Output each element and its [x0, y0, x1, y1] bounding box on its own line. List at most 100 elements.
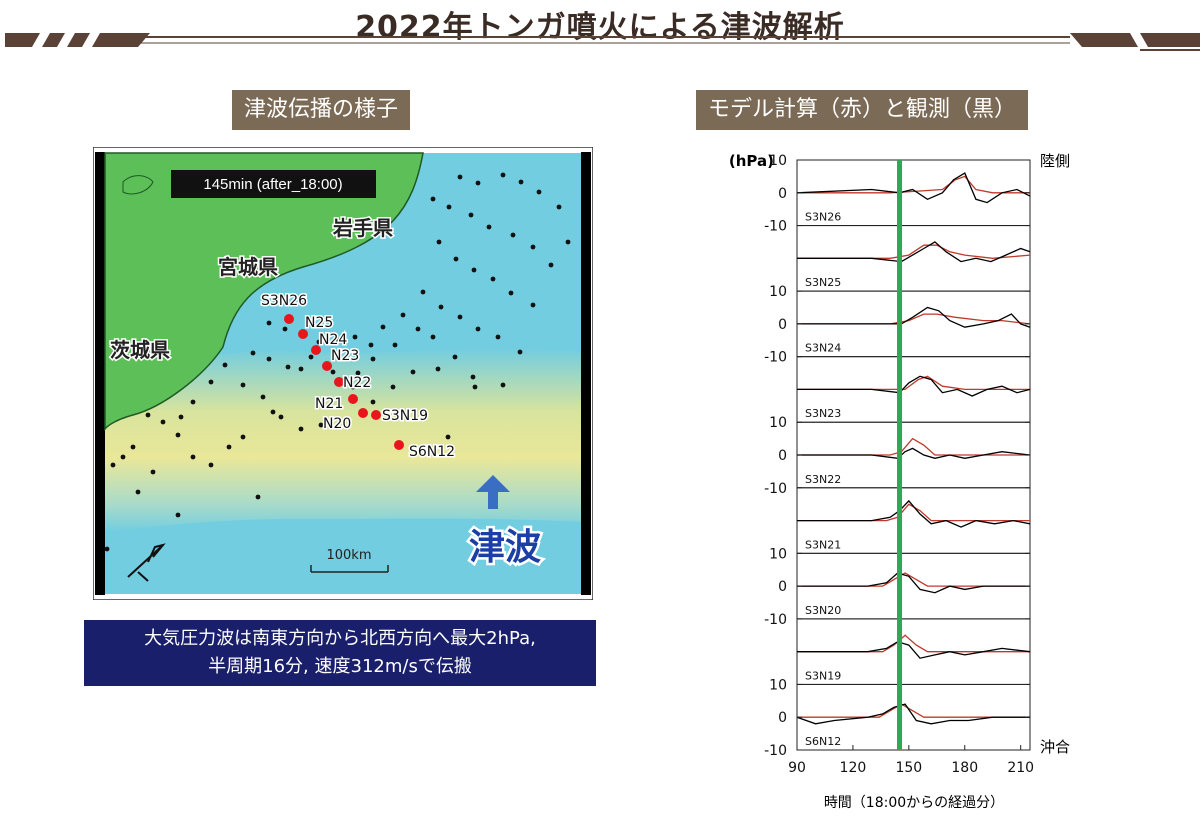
- observation-point: [548, 262, 554, 268]
- comparison-section-label: モデル計算（赤）と観測（黒）: [696, 90, 1029, 130]
- station-panel: S3N22 10 0 -10: [764, 415, 1031, 497]
- station-panel: S3N19: [796, 618, 1031, 685]
- north-arrow-icon: [127, 543, 166, 582]
- observation-point: [446, 204, 452, 210]
- observation-point: [250, 350, 256, 356]
- propagation-section-label: 津波伝播の様子: [232, 90, 411, 130]
- observation-point: [110, 462, 116, 468]
- observation-point: [190, 399, 196, 405]
- observation-point: [255, 494, 261, 500]
- observation-point: [468, 212, 474, 218]
- observation-points: [104, 172, 571, 552]
- y-tick-label: 0: [778, 579, 787, 595]
- station-panel: S3N25: [796, 225, 1031, 292]
- station-marker: [394, 440, 404, 450]
- observed-line: [796, 703, 1030, 725]
- observation-point: [266, 356, 272, 362]
- caption-line-2: 半周期16分, 速度312m/sで伝搬: [208, 656, 472, 677]
- station-panel: S3N21: [796, 487, 1031, 554]
- observed-line: [797, 572, 1030, 594]
- observation-point: [355, 370, 361, 376]
- station-panel: S3N24 10 0 -10: [764, 284, 1031, 366]
- observation-point: [490, 276, 496, 282]
- observation-point: [260, 394, 266, 400]
- observation-point: [453, 256, 459, 262]
- y-tick-label: 0: [778, 186, 787, 202]
- observation-point: [266, 320, 272, 326]
- station-label: S3N19: [382, 408, 428, 424]
- model-line: [797, 375, 1030, 391]
- observation-point: [400, 312, 406, 318]
- model-line: [797, 313, 1031, 325]
- observation-point: [190, 454, 196, 460]
- y-tick-label: 10: [769, 546, 787, 562]
- observation-point: [471, 267, 477, 273]
- observation-point: [436, 239, 442, 245]
- station-marker: [298, 329, 308, 339]
- y-tick-label: -10: [764, 612, 787, 628]
- observation-point: [457, 174, 463, 180]
- observation-point: [445, 434, 451, 440]
- station-name: S6N12: [805, 735, 841, 748]
- observation-point: [240, 382, 246, 388]
- y-tick-label: -10: [764, 350, 787, 366]
- observation-point: [530, 244, 536, 250]
- observation-point: [135, 489, 141, 495]
- observation-point: [390, 384, 396, 390]
- station-name: S3N26: [805, 211, 841, 224]
- x-tick-label: 90: [788, 760, 806, 776]
- page-title: 2022年トンガ噴火による津波解析: [355, 10, 845, 45]
- y-tick-label: 0: [778, 448, 787, 464]
- observation-point: [452, 354, 458, 360]
- observation-point: [175, 512, 181, 518]
- observation-point: [475, 326, 481, 332]
- observation-point: [565, 239, 571, 245]
- observation-point: [486, 224, 492, 230]
- station-name: S3N23: [805, 407, 841, 420]
- station-name: S3N22: [805, 473, 841, 486]
- time-label: 145min (after_18:00): [203, 176, 342, 193]
- station-marker: [322, 361, 332, 371]
- observation-point: [368, 342, 374, 348]
- station-label: N24: [319, 332, 347, 348]
- y-tick-label: -10: [764, 219, 787, 235]
- observation-point: [208, 462, 214, 468]
- wave-front: [105, 348, 581, 532]
- observation-point: [145, 412, 151, 418]
- station-marker: [348, 394, 358, 404]
- station-panel: S6N12 10 0 -10: [764, 677, 1031, 759]
- observation-point: [410, 369, 416, 375]
- observed-line: [797, 447, 1031, 459]
- station-label: S3N26: [261, 293, 307, 309]
- station-marker: [284, 314, 294, 324]
- observed-line: [797, 641, 1031, 659]
- observation-point: [178, 414, 184, 420]
- observation-point: [298, 366, 304, 372]
- observation-point: [420, 289, 426, 295]
- observation-point: [335, 337, 341, 343]
- observation-point: [438, 304, 444, 310]
- observation-point: [475, 180, 481, 186]
- tsunami-label: 津波: [469, 527, 541, 568]
- caption-box: 大気圧力波は南東方向から北西方向へ最大2hPa, 半周期16分, 速度312m/…: [84, 620, 596, 686]
- station-marker: [334, 377, 344, 387]
- land-mass: [104, 152, 424, 432]
- observed-line: [797, 375, 1031, 397]
- observation-point: [430, 196, 436, 202]
- scale-label: 100km: [326, 548, 371, 563]
- observation-point: [175, 432, 181, 438]
- x-tick-label: 180: [951, 760, 978, 776]
- observation-point: [510, 232, 516, 238]
- station-label: N21: [315, 396, 343, 412]
- observation-point: [415, 326, 421, 332]
- arrow-icon: [476, 475, 510, 509]
- observation-point: [298, 426, 304, 432]
- observation-point: [470, 374, 476, 380]
- prefecture-ibaraki: 茨城県: [110, 338, 170, 362]
- prefecture-iwate: 岩手県: [332, 216, 393, 240]
- station-name: S3N25: [805, 276, 841, 289]
- caption-line-1: 大気圧力波は南東方向から北西方向へ最大2hPa,: [144, 628, 536, 649]
- station-marker: [311, 345, 321, 355]
- y-tick-label: 0: [778, 317, 787, 333]
